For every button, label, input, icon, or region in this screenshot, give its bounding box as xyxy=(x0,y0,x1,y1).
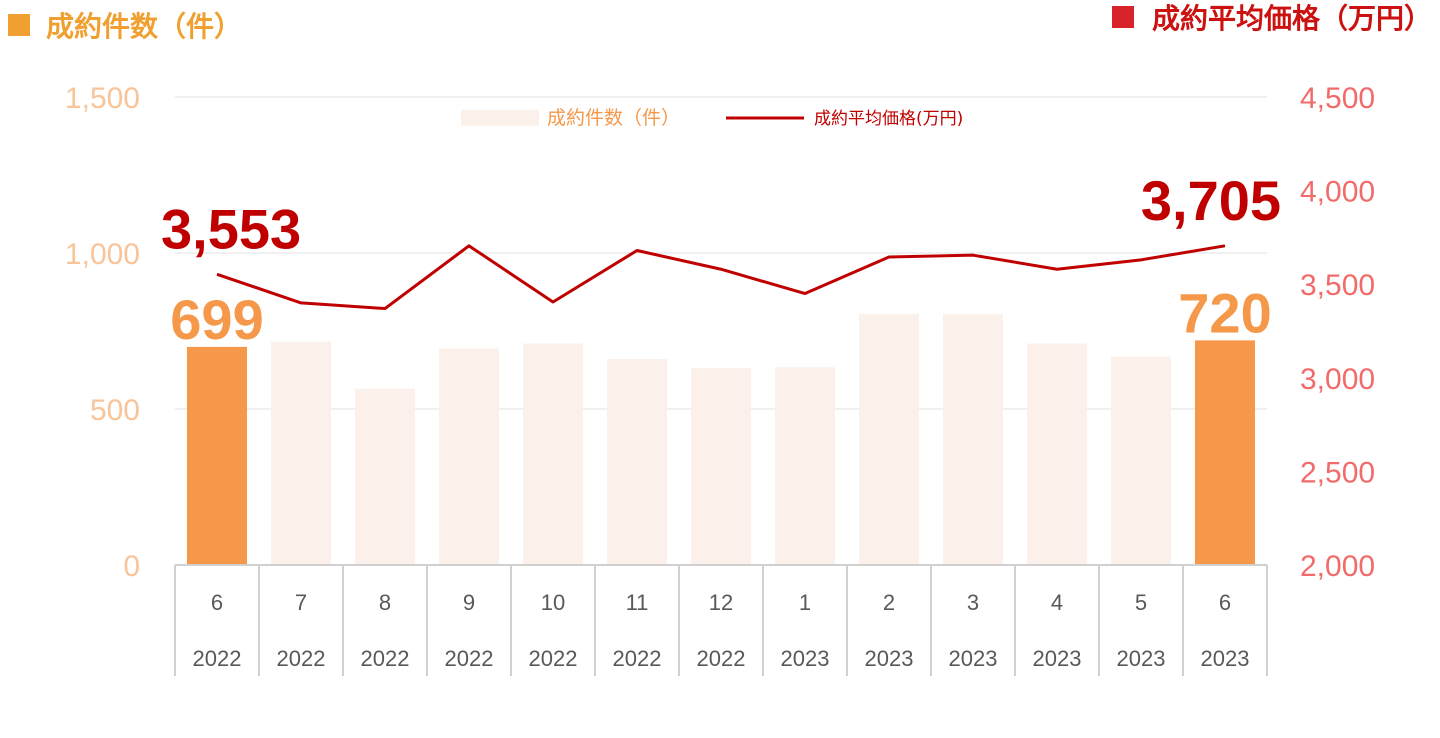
legend-bar-label: 成約件数（件） xyxy=(547,107,680,129)
x-tick-year: 2022 xyxy=(445,646,494,671)
bar-2022-11 xyxy=(607,359,667,565)
left-tick-label: 0 xyxy=(123,550,140,583)
x-tick-year: 2023 xyxy=(1117,646,1166,671)
right-tick-label: 2,000 xyxy=(1300,550,1375,583)
legend: 成約件数（件） 成約平均価格(万円) xyxy=(461,107,963,129)
x-tick-year: 2022 xyxy=(193,646,242,671)
bar-2022-6 xyxy=(187,346,247,565)
right-axis-title: 成約平均価格（万円） xyxy=(1152,2,1432,35)
right-tick-label: 3,000 xyxy=(1300,363,1375,396)
x-tick-month: 6 xyxy=(211,590,223,615)
bar-2023-3 xyxy=(943,313,1003,565)
header-left: 成約件数（件） xyxy=(8,10,242,43)
x-tick-month: 4 xyxy=(1051,590,1063,615)
price-line xyxy=(216,244,1226,311)
x-axis: 6202272022820229202210202211202212202212… xyxy=(174,564,1268,676)
bar-2022-8 xyxy=(355,388,415,565)
header-right: 成約平均価格（万円） xyxy=(1112,2,1432,35)
gridlines xyxy=(175,96,1267,410)
x-tick-month: 5 xyxy=(1135,590,1147,615)
bar-2023-5 xyxy=(1111,356,1171,565)
x-tick-month: 11 xyxy=(626,590,649,615)
x-tick-month: 9 xyxy=(463,590,475,615)
bar-data-label: 699 xyxy=(170,288,263,351)
x-tick-year: 2022 xyxy=(361,646,410,671)
x-tick-year: 2023 xyxy=(1033,646,1082,671)
left-y-axis: 0 500 1,000 1,500 xyxy=(65,82,140,583)
bar-2022-7 xyxy=(271,341,331,565)
legend-line-label: 成約平均価格(万円) xyxy=(814,109,963,129)
x-tick-year: 2023 xyxy=(781,646,830,671)
x-tick-month: 12 xyxy=(709,590,733,615)
right-tick-label: 3,500 xyxy=(1300,269,1375,302)
x-tick-year: 2023 xyxy=(1201,646,1250,671)
left-tick-label: 500 xyxy=(90,394,140,427)
x-tick-month: 3 xyxy=(967,590,979,615)
x-tick-year: 2022 xyxy=(277,646,326,671)
bar-2022-12 xyxy=(691,368,751,565)
x-tick-month: 2 xyxy=(883,590,895,615)
right-tick-label: 4,500 xyxy=(1300,82,1375,115)
left-title-marker xyxy=(8,14,30,36)
x-tick-month: 7 xyxy=(295,590,307,615)
left-tick-label: 1,500 xyxy=(65,82,140,115)
x-tick-month: 10 xyxy=(541,590,565,615)
line-data-label: 3,705 xyxy=(1141,169,1281,232)
data-labels: 699 720 3,553 3,705 xyxy=(161,169,1281,351)
legend-bar-swatch xyxy=(461,110,539,126)
x-tick-year: 2022 xyxy=(529,646,578,671)
right-tick-label: 4,000 xyxy=(1300,176,1375,209)
x-tick-year: 2022 xyxy=(613,646,662,671)
x-tick-month: 1 xyxy=(799,590,811,615)
x-tick-month: 8 xyxy=(379,590,391,615)
right-tick-label: 2,500 xyxy=(1300,456,1375,489)
x-tick-year: 2022 xyxy=(697,646,746,671)
left-axis-title: 成約件数（件） xyxy=(46,10,242,43)
bar-2022-10 xyxy=(523,343,583,565)
bar-2023-2 xyxy=(859,313,919,565)
bar-data-label: 720 xyxy=(1178,281,1271,344)
right-title-marker xyxy=(1112,6,1134,28)
left-tick-label: 1,000 xyxy=(65,238,140,271)
bar-2023-6 xyxy=(1195,340,1255,565)
bars xyxy=(187,313,1255,565)
x-tick-year: 2023 xyxy=(865,646,914,671)
right-y-axis: 2,000 2,500 3,000 3,500 4,000 4,500 xyxy=(1300,82,1375,583)
x-tick-month: 6 xyxy=(1219,590,1231,615)
bar-2023-4 xyxy=(1027,343,1087,565)
bar-2023-1 xyxy=(775,367,835,565)
price-line-group xyxy=(216,244,1226,311)
x-tick-year: 2023 xyxy=(949,646,998,671)
line-data-label: 3,553 xyxy=(161,197,301,260)
bar-2022-9 xyxy=(439,348,499,565)
